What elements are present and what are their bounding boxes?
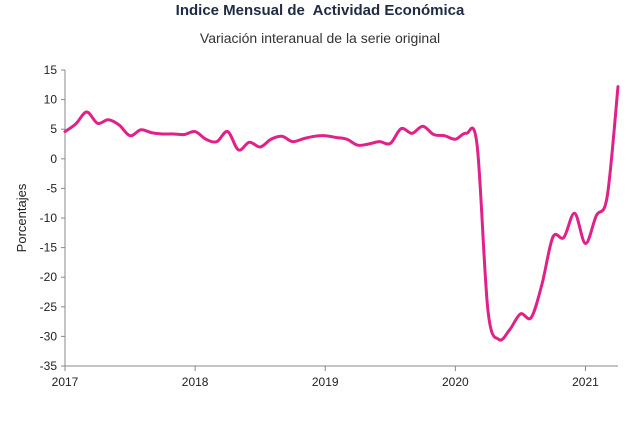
chart-title: Indice Mensual de Actividad Económica <box>175 2 465 19</box>
x-tick-label: 2019 <box>312 375 339 389</box>
y-tick-label: 5 <box>50 122 57 136</box>
series-group <box>63 85 620 342</box>
x-tick-label: 2017 <box>52 375 79 389</box>
y-tick-label: -30 <box>40 329 58 343</box>
x-tick-label: 2018 <box>182 375 209 389</box>
axes <box>64 70 618 367</box>
y-tick-label: 0 <box>50 152 57 166</box>
y-axis-label: Porcentajes <box>14 183 29 252</box>
chart-subtitle: Variación interanual de la serie origina… <box>199 30 441 46</box>
x-tick-labels: 2017 2018 2019 2020 2021 <box>52 366 599 389</box>
y-tick-label: 15 <box>44 63 58 77</box>
y-tick-label: -10 <box>40 211 58 225</box>
y-tick-label: -25 <box>40 300 58 314</box>
y-tick-labels: 15 10 5 0 -5 -10 -15 -20 -25 -30 -35 <box>40 63 65 373</box>
series-line <box>63 85 620 342</box>
x-tick-label: 2021 <box>572 375 599 389</box>
y-tick-label: -35 <box>40 359 58 373</box>
y-tick-label: -5 <box>46 181 57 195</box>
y-tick-label: 10 <box>44 93 58 107</box>
y-tick-label: -15 <box>40 241 58 255</box>
x-tick-label: 2020 <box>442 375 469 389</box>
y-tick-label: -20 <box>40 270 58 284</box>
